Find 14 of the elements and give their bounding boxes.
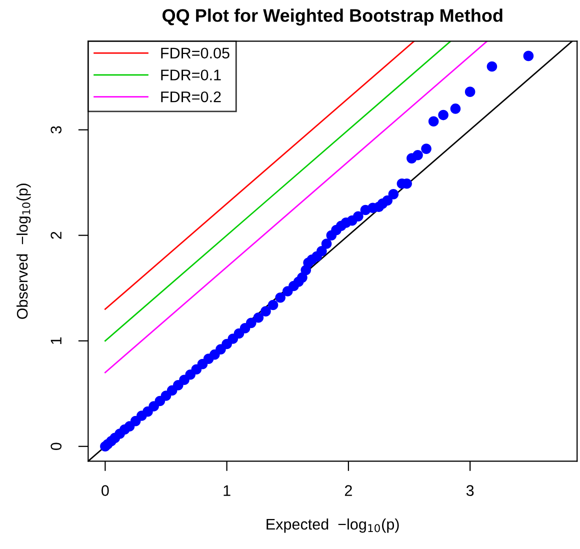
y-tick-label: 3 — [50, 126, 62, 134]
legend-label: FDR=0.2 — [161, 91, 221, 102]
x-tick-label: 1 — [224, 485, 230, 496]
y-axis-title: Observed −log$_{10}$(p) — [16, 184, 31, 319]
x-tick-label: 0 — [102, 485, 109, 496]
y-tick-label: 0 — [50, 442, 62, 450]
y-tick-label: 1 — [50, 337, 62, 344]
x-tick-label: 2 — [344, 485, 352, 496]
legend-label: FDR=0.05 — [161, 48, 230, 59]
chart-title: QQ Plot for Weighted Bootstrap Method — [162, 8, 502, 26]
x-axis-title: Expected −log$_{10}$(p) — [266, 518, 399, 533]
y-tick-label: 2 — [50, 232, 62, 239]
x-tick-label: 3 — [466, 485, 474, 496]
legend-label: FDR=0.1 — [161, 70, 221, 80]
